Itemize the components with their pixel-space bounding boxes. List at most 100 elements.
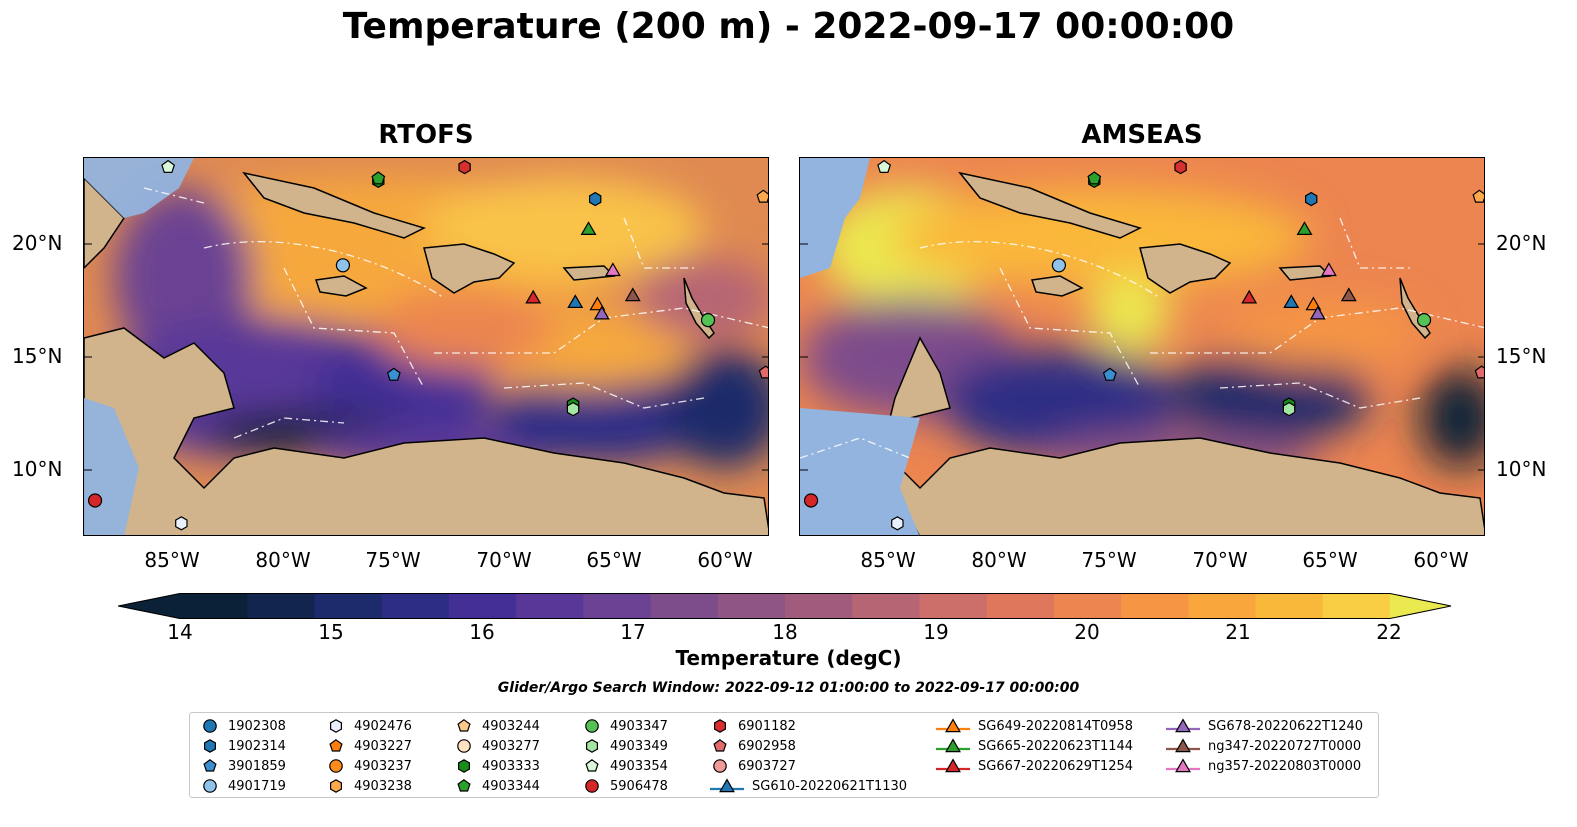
figure-title: Temperature (200 m) - 2022-09-17 00:00:0…: [342, 6, 1235, 47]
legend-marker-icon: [203, 759, 217, 772]
legend-label: SG610-20220621T1130: [752, 778, 908, 794]
platform-marker-8: [1320, 262, 1337, 277]
colorbar-tick-22: 22: [1376, 620, 1402, 644]
map-canvas-rtofs: [84, 158, 768, 535]
legend-marker-icon: [203, 739, 216, 753]
map-panel-amseas: [799, 157, 1485, 536]
platform-marker-12: [1309, 305, 1326, 320]
legend-label: SG665-20220623T1144: [978, 738, 1134, 754]
legend-item-4901719: 4901719: [200, 776, 286, 796]
platform-marker-0: [877, 159, 892, 173]
legend-label: ng347-20220727T0000: [1208, 738, 1362, 754]
legend-marker-icon: [329, 779, 342, 793]
platform-marker-3: [1174, 159, 1187, 175]
legend-marker-icon: [1166, 758, 1200, 773]
colorbar-segment-17: [1322, 593, 1391, 619]
platform-marker-9: [1241, 289, 1258, 304]
legend-label: SG667-20220629T1254: [978, 758, 1134, 774]
platform-marker-19: [87, 493, 103, 508]
platform-marker-0: [161, 159, 176, 173]
legend-label: 4903277: [482, 738, 540, 754]
colorbar-segment-12: [986, 593, 1055, 619]
lon-label-80w-a: 80°W: [255, 548, 311, 572]
colorbar-svg: [117, 593, 1452, 619]
platform-marker-13: [1340, 287, 1357, 302]
colorbar-tick-19: 19: [923, 620, 949, 644]
colorbar-tick-18: 18: [772, 620, 798, 644]
colorbar-segment-7: [650, 593, 719, 619]
platform-marker-19: [803, 493, 819, 508]
lon-label-80w-b: 80°W: [971, 548, 1027, 572]
lon-label-75w-a: 75°W: [365, 548, 421, 572]
colorbar-tick-16: 16: [469, 620, 495, 644]
colorbar: [117, 593, 1452, 619]
platform-marker-16: [1102, 367, 1117, 381]
lon-label-85w-b: 85°W: [860, 548, 916, 572]
legend-item-SG678-20220622T1240: SG678-20220622T1240: [1166, 716, 1363, 736]
colorbar-segment-6: [583, 593, 652, 619]
legend-item-4902476: 4902476: [326, 716, 412, 736]
lon-label-60w-a: 60°W: [697, 548, 753, 572]
lon-label-60w-b: 60°W: [1413, 548, 1469, 572]
legend-item-ng357-20220803T0000: ng357-20220803T0000: [1166, 756, 1361, 776]
lat-label-15n-left: 15°N: [12, 344, 63, 368]
colorbar-segment-9: [785, 593, 853, 619]
platform-marker-15: [1474, 365, 1484, 379]
legend-item-4903244: 4903244: [454, 716, 540, 736]
legend-item-4903237: 4903237: [326, 756, 412, 776]
legend-marker-icon: [585, 719, 599, 733]
lon-label-65w-b: 65°W: [1302, 548, 1358, 572]
colorbar-segment-3: [381, 593, 450, 619]
legend-label: 4901719: [228, 778, 286, 794]
legend-marker-icon: [936, 758, 970, 773]
colorbar-tick-20: 20: [1074, 620, 1100, 644]
colorbar-segment-14: [1121, 593, 1189, 619]
platform-marker-6: [580, 221, 597, 236]
legend-label: 4903333: [482, 758, 540, 774]
colorbar-segment-8: [717, 593, 786, 619]
colorbar-outline: [117, 593, 1452, 619]
legend-label: 6902958: [738, 738, 796, 754]
legend-item-4903333: 4903333: [454, 756, 540, 776]
legend-marker-icon: [936, 738, 970, 753]
lon-label-75w-b: 75°W: [1081, 548, 1137, 572]
legend-marker-icon: [713, 739, 727, 752]
legend-label: 4903238: [354, 778, 412, 794]
platform-marker-2: [371, 171, 386, 185]
legend-label: SG649-20220814T0958: [978, 718, 1134, 734]
platform-markers-rtofs: [87, 159, 768, 531]
map-canvas-amseas: [800, 158, 1484, 535]
temperature-field: [104, 178, 768, 473]
platform-marker-15: [758, 365, 768, 379]
lat-label-20n-right: 20°N: [1496, 231, 1547, 255]
legend-label: 4903244: [482, 718, 540, 734]
lon-label-70w-a: 70°W: [476, 548, 532, 572]
legend-label: 6903727: [738, 758, 796, 774]
map-panel-rtofs: [83, 157, 769, 536]
legend-marker-icon: [203, 719, 217, 733]
platform-marker-9: [525, 289, 542, 304]
outside-domain-water: [800, 158, 920, 535]
legend-label: 6901182: [738, 718, 796, 734]
legend-label: SG678-20220622T1240: [1208, 718, 1364, 734]
colorbar-segment-16: [1255, 593, 1324, 619]
legend-marker-icon: [585, 759, 599, 772]
legend-item-4903349: 4903349: [582, 736, 668, 756]
legend-label: 4903349: [610, 738, 668, 754]
legend-marker-icon: [1166, 718, 1200, 733]
legend-marker-icon: [1166, 738, 1200, 753]
panel-title-amseas: AMSEAS: [1081, 120, 1203, 150]
platform-marker-14: [1416, 313, 1432, 328]
lon-label-85w-a: 85°W: [144, 548, 200, 572]
legend-marker-icon: [457, 759, 470, 773]
legend-item-SG667-20220629T1254: SG667-20220629T1254: [936, 756, 1133, 776]
legend-label: 1902314: [228, 738, 286, 754]
platform-marker-5: [756, 189, 768, 203]
lat-label-15n-right: 15°N: [1496, 344, 1547, 368]
colorbar-label: Temperature (degC): [675, 646, 902, 670]
legend-label: 4903354: [610, 758, 668, 774]
legend-label: 4903237: [354, 758, 412, 774]
platform-marker-2: [1087, 171, 1102, 185]
platform-marker-16: [386, 367, 401, 381]
colorbar-segment-5: [516, 593, 584, 619]
